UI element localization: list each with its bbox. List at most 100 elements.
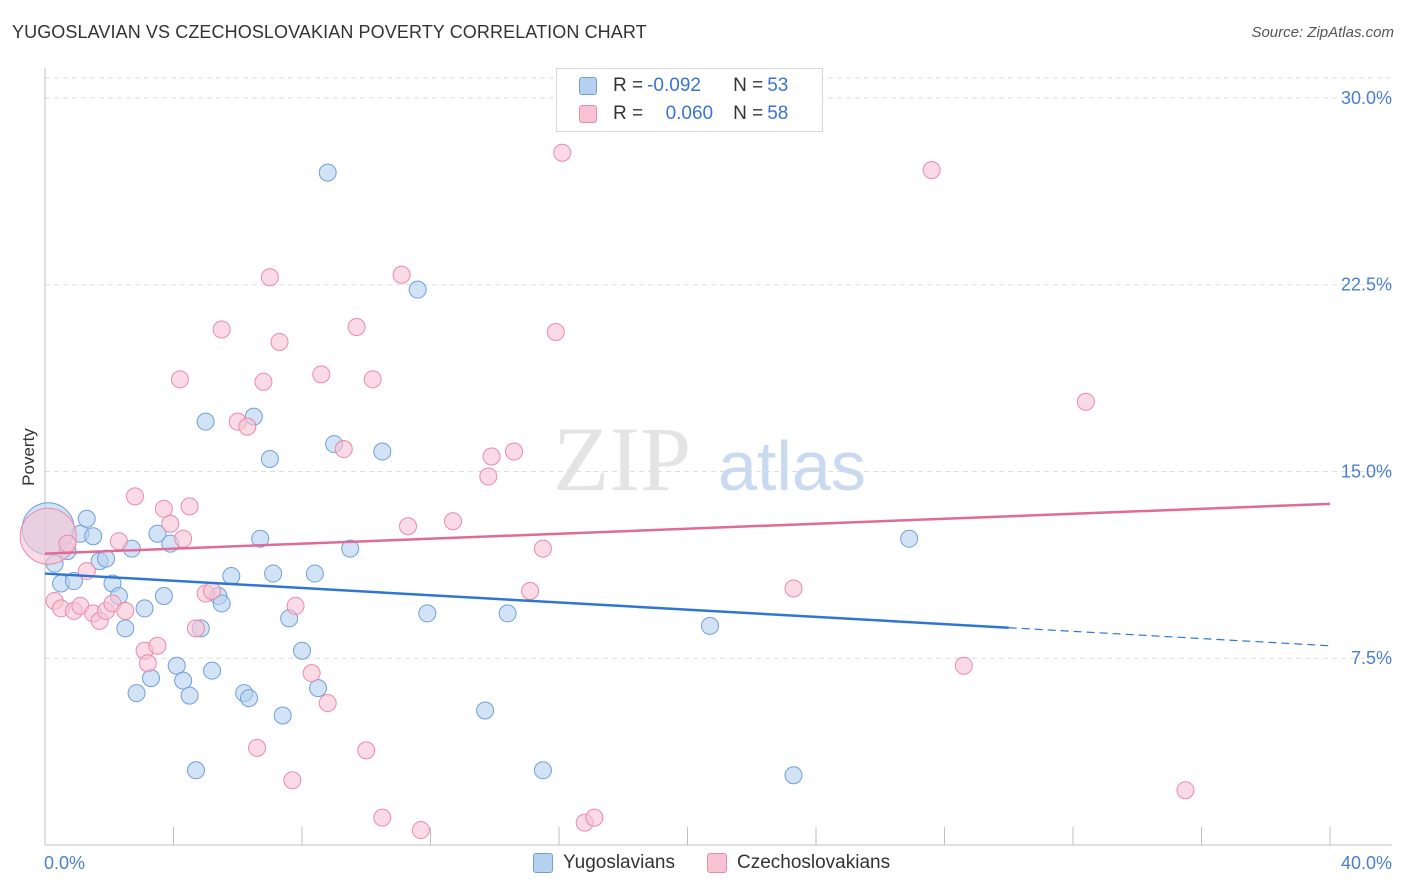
yugoslavian-point xyxy=(116,619,135,638)
y-axis-label: Poverty xyxy=(19,428,38,486)
czechoslovakian-point xyxy=(180,497,199,516)
czechoslovakian-point xyxy=(533,539,552,558)
czechoslovakian-point xyxy=(1176,781,1195,800)
yugoslavian-point xyxy=(418,604,437,623)
yugoslavian-point xyxy=(318,163,337,182)
czechoslovakian-point xyxy=(270,332,289,351)
axis-layer xyxy=(44,68,1392,846)
chart-title: YUGOSLAVIAN VS CZECHOSLOVAKIAN POVERTY C… xyxy=(12,22,647,42)
legend-r-value: -0.092 xyxy=(647,75,701,96)
czechoslovakian-point xyxy=(546,323,565,342)
yugoslavian-point xyxy=(64,572,83,591)
czechoslovakian-point xyxy=(954,656,973,675)
yugoslavian-point xyxy=(498,604,517,623)
czechoslovakian-point xyxy=(302,664,321,683)
yugoslavian-point xyxy=(148,524,167,543)
yugoslavian-point xyxy=(784,766,803,785)
yugoslavian-point xyxy=(476,701,495,720)
y-tick-label: 7.5% xyxy=(1351,648,1392,668)
czechoslovakian-point xyxy=(479,467,498,486)
legend-r-value: 0.060 xyxy=(665,103,714,124)
czechoslovakian-point xyxy=(482,447,501,466)
yugoslavian-point xyxy=(341,539,360,558)
czechoslovakian-point xyxy=(411,821,430,840)
yugoslavian-point xyxy=(305,564,324,583)
czechoslovakian-point xyxy=(170,370,189,389)
yugoslavian-trend-line xyxy=(44,572,1009,629)
czechoslovakian-point xyxy=(254,372,273,391)
yugoslavian-point xyxy=(293,641,311,660)
czechoslovakian-point xyxy=(357,741,376,760)
legend-r-label: R = xyxy=(613,75,644,96)
yugoslavian-point xyxy=(408,280,427,299)
czechoslovakian-point xyxy=(58,534,77,553)
yugoslavian-point xyxy=(196,412,215,431)
czechoslovakian-point xyxy=(125,487,144,506)
czechoslovakian-point xyxy=(260,268,279,287)
legend-r-label: R = xyxy=(613,103,644,124)
czechoslovakian-point xyxy=(505,442,524,461)
yugoslavian-trend-extension xyxy=(1008,627,1331,647)
czechoslovakian-point xyxy=(363,370,382,389)
series-legend: Yugoslavians Czechoslovakians xyxy=(533,852,922,874)
czechoslovakian-point xyxy=(312,365,331,384)
czechoslovakian-point xyxy=(248,738,267,757)
czechoslovakian-point xyxy=(148,636,167,655)
czechoslovakian-point xyxy=(283,771,302,790)
x-tick-label-max: 40.0% xyxy=(1341,853,1392,873)
yugoslavian-point xyxy=(154,586,173,605)
czechoslovakian-point xyxy=(186,619,205,638)
points-layer xyxy=(19,143,1195,840)
yugoslavian-point xyxy=(142,669,161,688)
watermark-zip: ZIP xyxy=(553,408,691,510)
czechoslovakian-point xyxy=(154,499,173,518)
legend-swatch-pink xyxy=(579,105,597,123)
yugoslavian-point xyxy=(251,529,270,548)
czechoslovakian-point xyxy=(399,517,418,536)
czechoslovakian-point xyxy=(286,596,305,615)
yugoslavian-point xyxy=(186,761,205,780)
yugoslavian-point xyxy=(373,442,392,461)
label-layer: Poverty 0.0% 40.0% 7.5% 15.0% 22.5% 30.0% xyxy=(19,88,1392,873)
legend-n-value: 53 xyxy=(767,75,789,96)
legend-n-label: N = xyxy=(733,103,764,124)
y-tick-label: 22.5% xyxy=(1341,275,1392,295)
yugoslavian-point xyxy=(212,594,231,613)
yugoslavian-point xyxy=(222,567,241,586)
czechoslovakian-point xyxy=(521,581,540,600)
czechoslovakian-point xyxy=(116,601,135,620)
legend-n-label: N = xyxy=(733,75,764,96)
yugoslavian-point xyxy=(264,564,283,583)
yugoslavian-point xyxy=(174,671,193,690)
yugoslavian-point xyxy=(309,679,328,698)
czechoslovakian-point xyxy=(109,532,128,551)
yugoslavian-point xyxy=(203,661,222,680)
yugoslavian-point xyxy=(273,706,292,725)
czechoslovakian-point xyxy=(1076,392,1095,411)
czechoslovakian-point xyxy=(203,581,222,600)
yugoslavian-point xyxy=(180,686,199,705)
yugoslavian-point xyxy=(167,656,186,675)
yugoslavian-point xyxy=(127,684,146,703)
yugoslavian-point xyxy=(84,527,103,546)
series-legend-czechoslovakians[interactable]: Czechoslovakians xyxy=(706,852,891,874)
legend-row-yugoslavians: R = -0.092 N = 53 xyxy=(579,73,788,99)
czechoslovakian-point xyxy=(392,265,411,284)
series-legend-label: Yugoslavians xyxy=(563,852,675,873)
czechoslovakian-point xyxy=(553,143,572,162)
czechoslovakian-point xyxy=(347,318,366,337)
yugoslavian-point xyxy=(239,689,258,708)
czechoslovakian-point xyxy=(161,514,180,533)
series-legend-yugoslavians[interactable]: Yugoslavians xyxy=(533,852,675,874)
yugoslavian-point xyxy=(533,761,552,780)
series-swatch-blue xyxy=(533,853,553,873)
y-tick-label: 30.0% xyxy=(1341,88,1392,108)
legend-row-czechoslovakians: R = 0.060 N = 58 xyxy=(579,101,788,127)
czechoslovakian-point xyxy=(138,654,157,673)
czechoslovakian-point xyxy=(585,808,604,827)
y-tick-label: 15.0% xyxy=(1341,461,1392,481)
x-tick-label-min: 0.0% xyxy=(44,853,85,873)
series-legend-label: Czechoslovakians xyxy=(736,852,891,873)
czechoslovakian-point xyxy=(334,440,353,459)
